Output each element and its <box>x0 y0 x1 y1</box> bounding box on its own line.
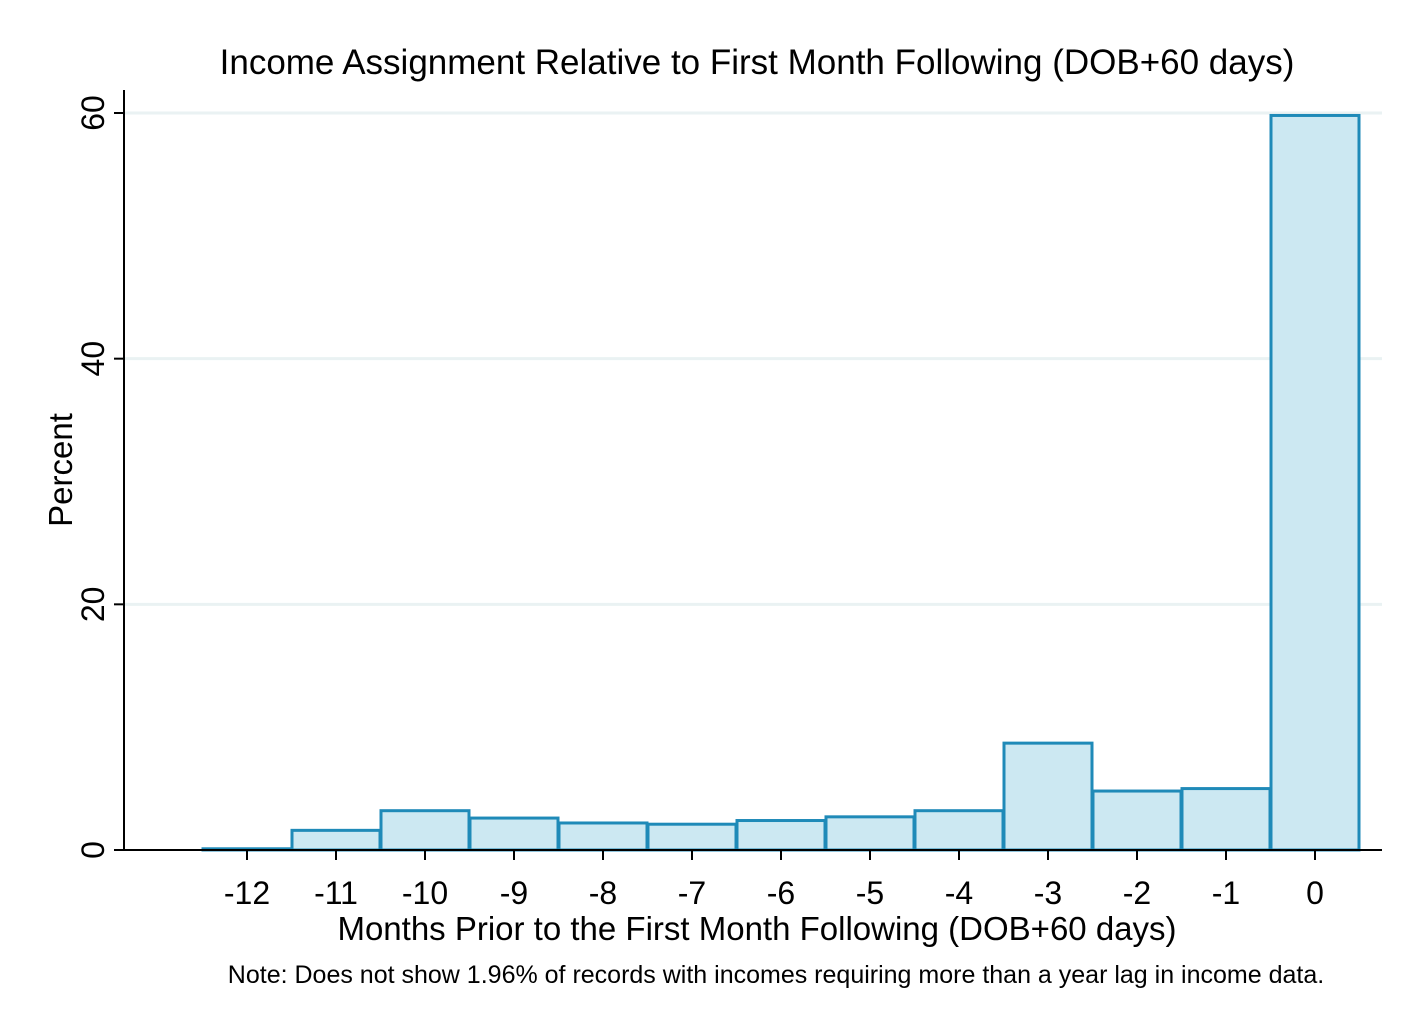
bar <box>468 816 560 852</box>
grid-lines <box>125 111 1382 606</box>
bars <box>201 113 1361 852</box>
bar <box>1002 741 1094 852</box>
x-tick-label: -5 <box>856 875 884 911</box>
y-tick-label: 60 <box>75 95 111 131</box>
bar <box>735 819 827 852</box>
y-axis-ticks: 0 20 40 60 <box>75 95 124 859</box>
x-tick-label: -12 <box>224 875 270 911</box>
x-tick-label: -3 <box>1034 875 1062 911</box>
bar <box>913 809 1005 852</box>
x-tick-label: -6 <box>767 875 795 911</box>
x-tick-label: -1 <box>1212 875 1240 911</box>
y-axis-label: Percent <box>42 413 79 527</box>
bar <box>646 822 738 852</box>
x-tick-label: -8 <box>589 875 617 911</box>
y-tick-label: 20 <box>75 587 111 623</box>
bar <box>1180 787 1272 852</box>
x-tick-label: 0 <box>1306 875 1324 911</box>
bar <box>290 828 382 852</box>
bar <box>379 809 471 852</box>
x-axis-label: Months Prior to the First Month Followin… <box>337 910 1176 947</box>
x-tick-label: -2 <box>1123 875 1151 911</box>
bar <box>1091 789 1183 852</box>
chart-note: Note: Does not show 1.96% of records wit… <box>228 961 1324 989</box>
x-tick-label: -4 <box>945 875 973 911</box>
x-tick-label: -7 <box>678 875 706 911</box>
x-axis-ticks: -12 -11 -10 -9 -8 -7 -6 -5 -4 -3 -2 -1 0 <box>224 850 1324 911</box>
bar <box>824 815 916 852</box>
x-tick-label: -10 <box>402 875 448 911</box>
y-tick-label: 40 <box>75 341 111 377</box>
y-tick-label: 0 <box>75 841 111 859</box>
bar <box>1269 113 1361 852</box>
bar <box>557 821 649 852</box>
chart-title: Income Assignment Relative to First Mont… <box>220 43 1295 82</box>
x-tick-label: -9 <box>500 875 528 911</box>
x-tick-label: -11 <box>314 875 358 911</box>
